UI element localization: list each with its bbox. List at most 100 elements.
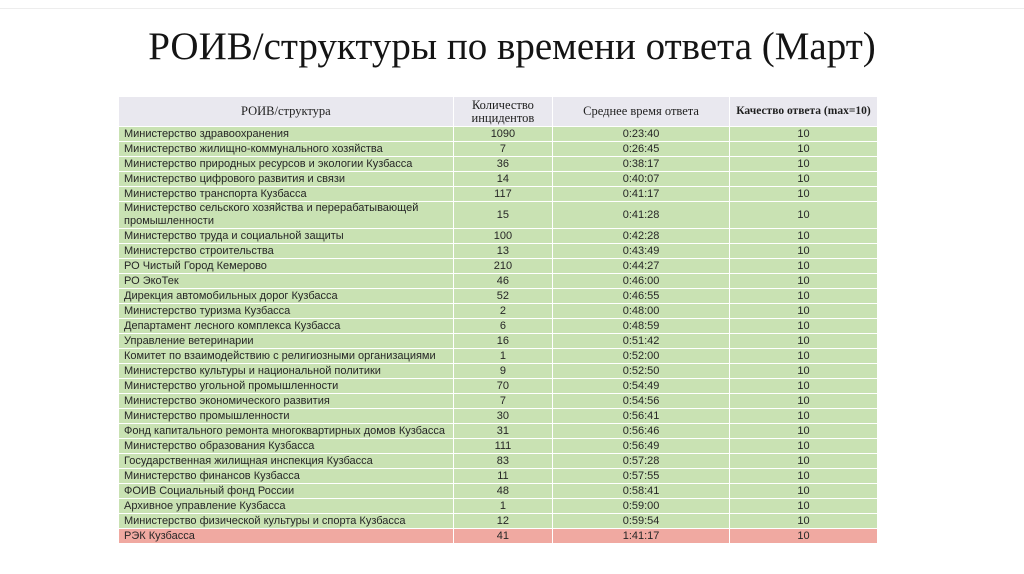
table-row: Комитет по взаимодействию с религиозными… (118, 348, 879, 364)
cell-avg-response-time: 0:59:54 (552, 513, 730, 529)
cell-structure-name: Государственная жилищная инспекция Кузба… (118, 453, 454, 469)
cell-avg-response-time: 0:54:56 (552, 393, 730, 409)
cell-incident-count: 41 (452, 528, 554, 544)
cell-avg-response-time: 0:59:00 (552, 498, 730, 514)
cell-avg-response-time: 0:26:45 (552, 141, 730, 157)
cell-structure-name: РО ЭкоТек (118, 273, 454, 289)
col-header-avg-time: Среднее время ответа (552, 96, 730, 127)
cell-structure-name: Министерство сельского хозяйства и перер… (118, 201, 454, 229)
table-header: РОИВ/структура Количество инцидентов Сре… (118, 96, 879, 127)
cell-avg-response-time: 0:51:42 (552, 333, 730, 349)
cell-response-quality: 10 (728, 483, 879, 499)
cell-response-quality: 10 (728, 528, 879, 544)
cell-incident-count: 2 (452, 303, 554, 319)
table-row: Министерство физической культуры и спорт… (118, 513, 879, 529)
cell-structure-name: Министерство финансов Кузбасса (118, 468, 454, 484)
cell-structure-name: Министерство здравоохранения (118, 126, 454, 142)
cell-incident-count: 7 (452, 141, 554, 157)
cell-structure-name: Министерство экономического развития (118, 393, 454, 409)
cell-avg-response-time: 0:58:41 (552, 483, 730, 499)
cell-incident-count: 100 (452, 228, 554, 244)
cell-response-quality: 10 (728, 468, 879, 484)
table-row: Министерство промышленности 30 0:56:41 10 (118, 408, 879, 424)
cell-avg-response-time: 0:54:49 (552, 378, 730, 394)
cell-response-quality: 10 (728, 258, 879, 274)
cell-response-quality: 10 (728, 513, 879, 529)
table-row: Фонд капитального ремонта многоквартирны… (118, 423, 879, 439)
cell-structure-name: РО Чистый Город Кемерово (118, 258, 454, 274)
table-row: Министерство строительства 13 0:43:49 10 (118, 243, 879, 259)
cell-avg-response-time: 0:46:00 (552, 273, 730, 289)
cell-structure-name: Министерство жилищно-коммунального хозяй… (118, 141, 454, 157)
cell-response-quality: 10 (728, 333, 879, 349)
cell-incident-count: 117 (452, 186, 554, 202)
cell-incident-count: 30 (452, 408, 554, 424)
cell-structure-name: Министерство угольной промышленности (118, 378, 454, 394)
cell-response-quality: 10 (728, 423, 879, 439)
cell-response-quality: 10 (728, 186, 879, 202)
table-row: Министерство угольной промышленности 70 0:… (118, 378, 879, 394)
cell-response-quality: 10 (728, 408, 879, 424)
cell-avg-response-time: 0:43:49 (552, 243, 730, 259)
cell-structure-name: Комитет по взаимодействию с религиозными… (118, 348, 454, 364)
table-row: Министерство цифрового развития и связи 1… (118, 171, 879, 187)
cell-avg-response-time: 0:41:17 (552, 186, 730, 202)
cell-avg-response-time: 0:41:28 (552, 201, 730, 229)
cell-incident-count: 14 (452, 171, 554, 187)
cell-avg-response-time: 0:52:50 (552, 363, 730, 379)
cell-incident-count: 16 (452, 333, 554, 349)
table-row: Министерство экономического развития 7 0:5… (118, 393, 879, 409)
cell-incident-count: 48 (452, 483, 554, 499)
table-row: Департамент лесного комплекса Кузбасса 6 0… (118, 318, 879, 334)
page-title: РОИВ/структуры по времени ответа (Март) (148, 25, 876, 68)
cell-incident-count: 1090 (452, 126, 554, 142)
cell-avg-response-time: 0:42:28 (552, 228, 730, 244)
cell-response-quality: 10 (728, 228, 879, 244)
cell-response-quality: 10 (728, 453, 879, 469)
cell-incident-count: 12 (452, 513, 554, 529)
cell-incident-count: 9 (452, 363, 554, 379)
cell-incident-count: 83 (452, 453, 554, 469)
cell-incident-count: 210 (452, 258, 554, 274)
table-row: РО Чистый Город Кемерово 210 0:44:27 10 (118, 258, 879, 274)
cell-avg-response-time: 0:23:40 (552, 126, 730, 142)
cell-avg-response-time: 0:44:27 (552, 258, 730, 274)
cell-response-quality: 10 (728, 171, 879, 187)
cell-structure-name: Министерство природных ресурсов и эколог… (118, 156, 454, 172)
cell-response-quality: 10 (728, 156, 879, 172)
cell-incident-count: 1 (452, 348, 554, 364)
cell-incident-count: 15 (452, 201, 554, 229)
cell-incident-count: 7 (452, 393, 554, 409)
cell-structure-name: Министерство строительства (118, 243, 454, 259)
cell-response-quality: 10 (728, 348, 879, 364)
cell-response-quality: 10 (728, 141, 879, 157)
table-row: Министерство финансов Кузбасса 11 0:57:55 1… (118, 468, 879, 484)
cell-response-quality: 10 (728, 126, 879, 142)
cell-response-quality: 10 (728, 378, 879, 394)
col-header-incidents: Количество инцидентов (452, 96, 554, 127)
cell-incident-count: 36 (452, 156, 554, 172)
cell-incident-count: 70 (452, 378, 554, 394)
cell-structure-name: Министерство промышленности (118, 408, 454, 424)
cell-structure-name: Департамент лесного комплекса Кузбасса (118, 318, 454, 334)
cell-avg-response-time: 0:56:49 (552, 438, 730, 454)
cell-avg-response-time: 0:48:59 (552, 318, 730, 334)
cell-structure-name: Управление ветеринарии (118, 333, 454, 349)
table-row: Министерство образования Кузбасса 111 0:56… (118, 438, 879, 454)
cell-incident-count: 52 (452, 288, 554, 304)
cell-avg-response-time: 0:46:55 (552, 288, 730, 304)
cell-structure-name: Министерство культуры и национальной пол… (118, 363, 454, 379)
top-divider (0, 8, 1024, 9)
table-row: Министерство здравоохранения 1090 0:23:40 1… (118, 126, 879, 142)
table-row: ФОИВ Социальный фонд России 48 0:58:41 10 (118, 483, 879, 499)
cell-structure-name: Министерство образования Кузбасса (118, 438, 454, 454)
cell-incident-count: 1 (452, 498, 554, 514)
cell-incident-count: 46 (452, 273, 554, 289)
cell-structure-name: Министерство транспорта Кузбасса (118, 186, 454, 202)
table-row: Управление ветеринарии 16 0:51:42 10 (118, 333, 879, 349)
table-row: РО ЭкоТек 46 0:46:00 10 (118, 273, 879, 289)
cell-structure-name: Министерство туризма Кузбасса (118, 303, 454, 319)
cell-structure-name: Фонд капитального ремонта многоквартирны… (118, 423, 454, 439)
cell-avg-response-time: 1:41:17 (552, 528, 730, 544)
cell-response-quality: 10 (728, 438, 879, 454)
